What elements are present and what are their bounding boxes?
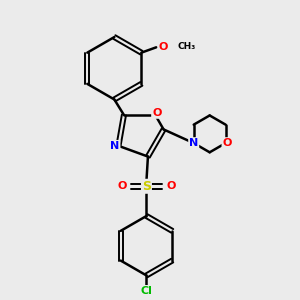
Text: O: O — [222, 138, 232, 148]
Text: S: S — [142, 180, 151, 193]
Text: O: O — [152, 108, 161, 118]
Text: O: O — [167, 181, 176, 191]
Text: Cl: Cl — [140, 286, 152, 296]
Text: N: N — [189, 138, 198, 148]
Text: O: O — [117, 181, 127, 191]
Text: O: O — [159, 42, 168, 52]
Text: CH₃: CH₃ — [177, 42, 195, 51]
Text: N: N — [110, 141, 119, 151]
